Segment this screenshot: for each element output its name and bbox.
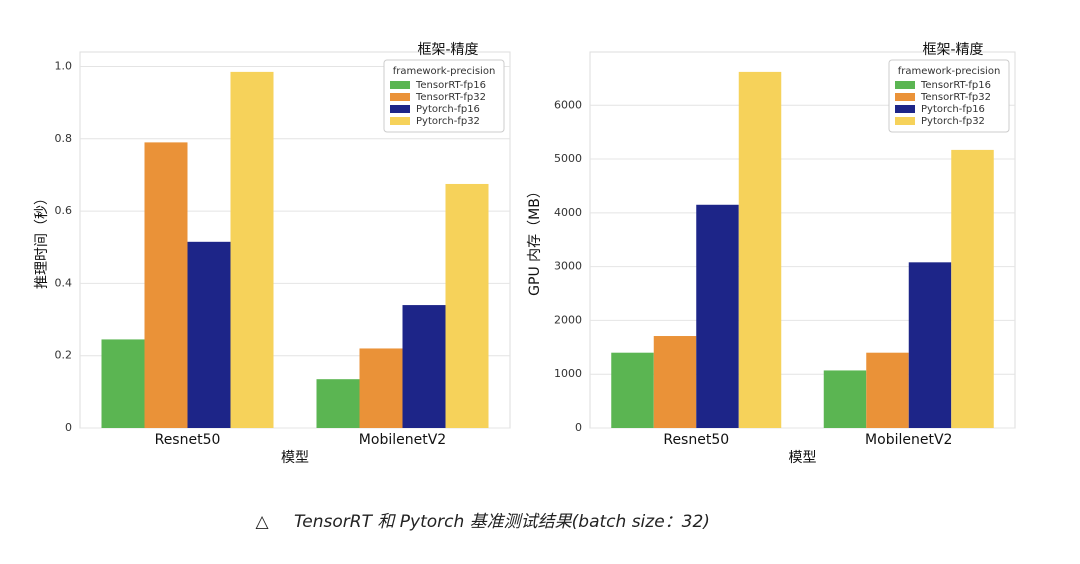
legend-title: 框架-精度: [922, 42, 983, 58]
legend-swatch: [390, 93, 410, 101]
legend-swatch: [390, 81, 410, 89]
caption: TensorRT 和 Pytorch 基准测试结果(batch size：32): [294, 512, 710, 532]
legend-label: Pytorch-fp16: [416, 104, 480, 115]
y-tick-label: 0.6: [55, 204, 73, 217]
x-tick-label: Resnet50: [155, 432, 221, 448]
bar: [445, 183, 489, 428]
caption-marker: △: [255, 512, 269, 532]
legend-subtitle: framework-precision: [393, 66, 496, 77]
legend-label: Pytorch-fp16: [921, 104, 985, 115]
bar: [402, 305, 446, 428]
bar: [316, 379, 360, 428]
y-tick-label: 0.2: [55, 349, 73, 362]
legend-swatch: [895, 117, 915, 125]
legend-label: TensorRT-fp32: [920, 92, 991, 103]
y-tick-label: 2000: [554, 313, 582, 326]
y-tick-label: 3000: [554, 260, 582, 273]
y-tick-label: 5000: [554, 152, 582, 165]
y-axis-label: GPU 内存（MB）: [527, 184, 543, 296]
y-tick-label: 0: [575, 421, 582, 434]
bar: [144, 142, 188, 428]
y-tick-label: 6000: [554, 98, 582, 111]
bar: [866, 352, 909, 428]
y-tick-label: 1.0: [55, 59, 73, 72]
legend-subtitle: framework-precision: [898, 66, 1001, 77]
bar: [823, 370, 867, 428]
bar: [359, 348, 403, 428]
y-tick-label: 0.4: [55, 276, 73, 289]
legend-label: Pytorch-fp32: [416, 116, 480, 127]
bar: [908, 262, 952, 428]
legend-label: Pytorch-fp32: [921, 116, 985, 127]
legend-swatch: [390, 117, 410, 125]
bar: [187, 241, 231, 428]
legend-swatch: [895, 81, 915, 89]
bar: [230, 71, 274, 428]
bar: [611, 352, 654, 428]
x-axis-label: 模型: [789, 450, 817, 466]
y-axis-label: 推理时间（秒）: [34, 191, 50, 289]
legend-label: TensorRT-fp32: [415, 92, 486, 103]
y-tick-label: 0.8: [55, 132, 73, 145]
legend-label: TensorRT-fp16: [415, 80, 486, 91]
x-tick-label: Resnet50: [663, 432, 729, 448]
bar: [951, 149, 994, 429]
bar: [101, 339, 145, 428]
legend-swatch: [895, 105, 915, 113]
legend-swatch: [390, 105, 410, 113]
bar: [738, 71, 782, 429]
legend-swatch: [895, 93, 915, 101]
y-tick-label: 0: [65, 421, 72, 434]
bar: [653, 336, 697, 428]
legend-box: [888, 59, 1010, 133]
y-tick-label: 4000: [554, 206, 582, 219]
x-tick-label: MobilenetV2: [359, 432, 446, 448]
legend-box: [383, 59, 505, 133]
x-tick-label: MobilenetV2: [865, 432, 952, 448]
legend-title: 框架-精度: [417, 42, 478, 58]
bar: [696, 204, 739, 428]
y-tick-label: 1000: [554, 367, 582, 380]
x-axis-label: 模型: [281, 450, 309, 466]
legend-label: TensorRT-fp16: [920, 80, 991, 91]
